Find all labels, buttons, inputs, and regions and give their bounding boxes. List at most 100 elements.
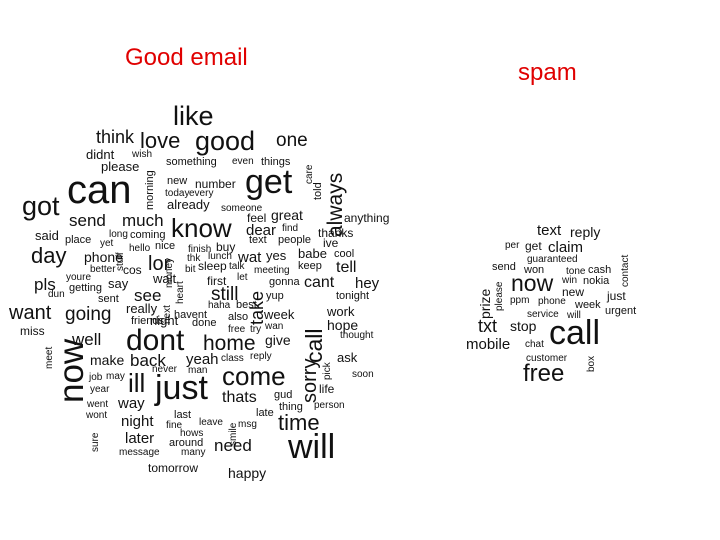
- spam-word: nokia: [583, 275, 610, 287]
- good-word: life: [319, 382, 335, 396]
- good-word: hope: [327, 317, 359, 333]
- spam-word: mobile: [466, 336, 511, 353]
- good-word: reply: [250, 351, 272, 362]
- good-word: night: [121, 413, 154, 430]
- good-word: place: [65, 234, 92, 246]
- good-word: buy: [216, 240, 236, 254]
- good-word: didnt: [86, 147, 115, 162]
- good-word: late: [256, 407, 274, 419]
- good-word: wish: [132, 149, 153, 160]
- good-word: msg: [238, 419, 257, 430]
- good-word: wan: [265, 321, 284, 332]
- good-word: know: [171, 213, 232, 243]
- good-word: many: [181, 447, 206, 458]
- good-word: keep: [298, 260, 322, 272]
- good-word: nice: [155, 240, 176, 252]
- good-word: bit: [185, 264, 196, 275]
- good-word: haha: [208, 300, 231, 311]
- good-word: said: [35, 228, 59, 243]
- good-word: see: [134, 286, 162, 305]
- good-word: say: [108, 276, 129, 291]
- good-word: people: [278, 234, 312, 246]
- spam-word: prize: [477, 288, 493, 319]
- spam-word: won: [524, 264, 545, 276]
- good-word: great: [271, 207, 303, 223]
- good-word: every: [189, 188, 214, 199]
- good-word: give: [265, 332, 291, 348]
- good-word: night: [150, 313, 179, 328]
- good-word: let: [237, 272, 248, 283]
- good-word: got: [22, 191, 60, 221]
- good-word: class: [221, 353, 244, 364]
- good-word: dear: [246, 222, 277, 239]
- spam-word: box: [586, 355, 597, 372]
- good-word: heart: [175, 280, 186, 304]
- good-word: like: [173, 101, 214, 131]
- spam-word: claim: [548, 239, 584, 256]
- good-word: leave: [199, 417, 223, 428]
- good-word: yet: [100, 238, 114, 249]
- good-word: yup: [266, 290, 284, 302]
- good-word: feel: [247, 211, 267, 225]
- good-word: sleep: [198, 259, 227, 273]
- spam-word: stop: [510, 318, 537, 334]
- good-word: tell: [336, 259, 357, 276]
- good-word: later: [125, 430, 155, 447]
- good-word: done: [192, 317, 217, 329]
- good-word: can: [67, 168, 132, 212]
- good-word: tonight: [336, 290, 370, 302]
- good-word: sorry: [299, 358, 321, 403]
- good-word: day: [31, 243, 67, 268]
- good-word: babe: [298, 246, 327, 261]
- good-word: find: [282, 223, 299, 234]
- good-word: tomorrow: [148, 461, 199, 475]
- good-word: coming: [130, 229, 166, 241]
- good-word: man: [188, 365, 208, 376]
- good-word: try: [250, 324, 262, 335]
- good-word: free: [228, 324, 246, 335]
- good-word: want: [9, 302, 52, 324]
- good-word: told: [312, 182, 324, 201]
- good-word: time: [278, 410, 320, 435]
- spam-word: chat: [525, 339, 544, 350]
- spam-word: call: [549, 314, 601, 352]
- good-word: love: [140, 128, 181, 153]
- good-word: wait: [153, 271, 177, 286]
- good-word: make: [90, 352, 125, 368]
- spam-word: per: [505, 240, 520, 251]
- good-word: going: [65, 304, 112, 325]
- good-word: around: [169, 437, 204, 449]
- good-word: sent: [98, 293, 119, 305]
- good-word: finish: [188, 244, 212, 255]
- spam-word: service: [527, 309, 559, 320]
- good-word: ill: [128, 368, 146, 398]
- spam-word: guaranteed: [527, 254, 578, 265]
- good-word: dun: [48, 289, 65, 300]
- good-word: never: [152, 364, 178, 375]
- good-word: someone: [221, 203, 263, 214]
- good-word: happy: [228, 465, 267, 481]
- good-word: better: [90, 264, 116, 275]
- good-word: phone: [84, 249, 123, 265]
- good-word: well: [72, 330, 102, 349]
- good-word: talk: [229, 261, 245, 272]
- spam-word: reply: [570, 224, 601, 240]
- good-word: havent: [174, 309, 208, 321]
- good-word: hey: [355, 275, 380, 292]
- spam-word: text: [537, 222, 562, 239]
- good-word: friends: [131, 315, 165, 327]
- good-word: home: [203, 332, 256, 355]
- good-word: long: [109, 229, 128, 240]
- good-word: morning: [144, 170, 156, 211]
- good-word: sure: [90, 432, 101, 452]
- good-word: much: [122, 211, 164, 230]
- good-word: anything: [344, 211, 390, 225]
- good-word: yeah: [186, 351, 219, 368]
- good-word: first: [207, 274, 227, 288]
- good-word: lunch: [208, 251, 232, 262]
- good-word: soon: [352, 369, 374, 380]
- good-word: best: [236, 299, 257, 311]
- good-word: number: [195, 177, 236, 191]
- good-word: hello: [129, 243, 151, 254]
- good-word: thanks: [318, 226, 354, 240]
